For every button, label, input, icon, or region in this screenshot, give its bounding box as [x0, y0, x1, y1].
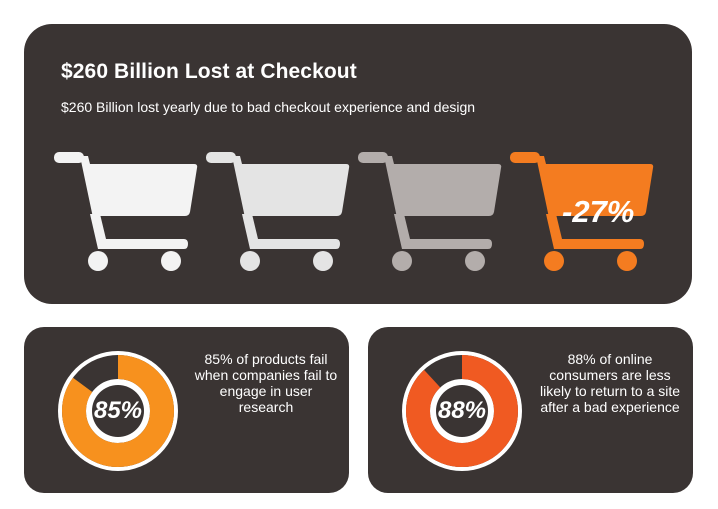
stat-description: 85% of products fail when companies fail…	[194, 351, 338, 415]
shopping-cart-icon	[358, 144, 508, 274]
stat-description: 88% of online consumers are less likely …	[539, 351, 681, 415]
stat-card-research: 85% 85% of products fail when companies …	[24, 327, 349, 493]
loss-percentage: -27%	[562, 194, 635, 229]
donut-chart: 85%	[58, 351, 178, 471]
panel-subtitle: $260 Billion lost yearly due to bad chec…	[61, 99, 476, 115]
cart-row: -27%	[54, 144, 664, 274]
highlighted-cart: -27%	[510, 144, 660, 274]
stat-card-return: 88% 88% of online consumers are less lik…	[368, 327, 693, 493]
donut-chart: 88%	[402, 351, 522, 471]
checkout-loss-panel: $260 Billion Lost at Checkout $260 Billi…	[24, 24, 692, 304]
donut-percentage: 85%	[93, 397, 143, 424]
panel-title: $260 Billion Lost at Checkout	[61, 60, 357, 83]
donut-center	[436, 385, 488, 437]
donut-percentage: 88%	[437, 397, 487, 424]
donut-value-arc	[406, 355, 518, 467]
shopping-cart-icon	[206, 144, 356, 274]
donut-center	[92, 385, 144, 437]
shopping-cart-icon	[54, 144, 204, 274]
donut-value-arc	[62, 355, 174, 467]
